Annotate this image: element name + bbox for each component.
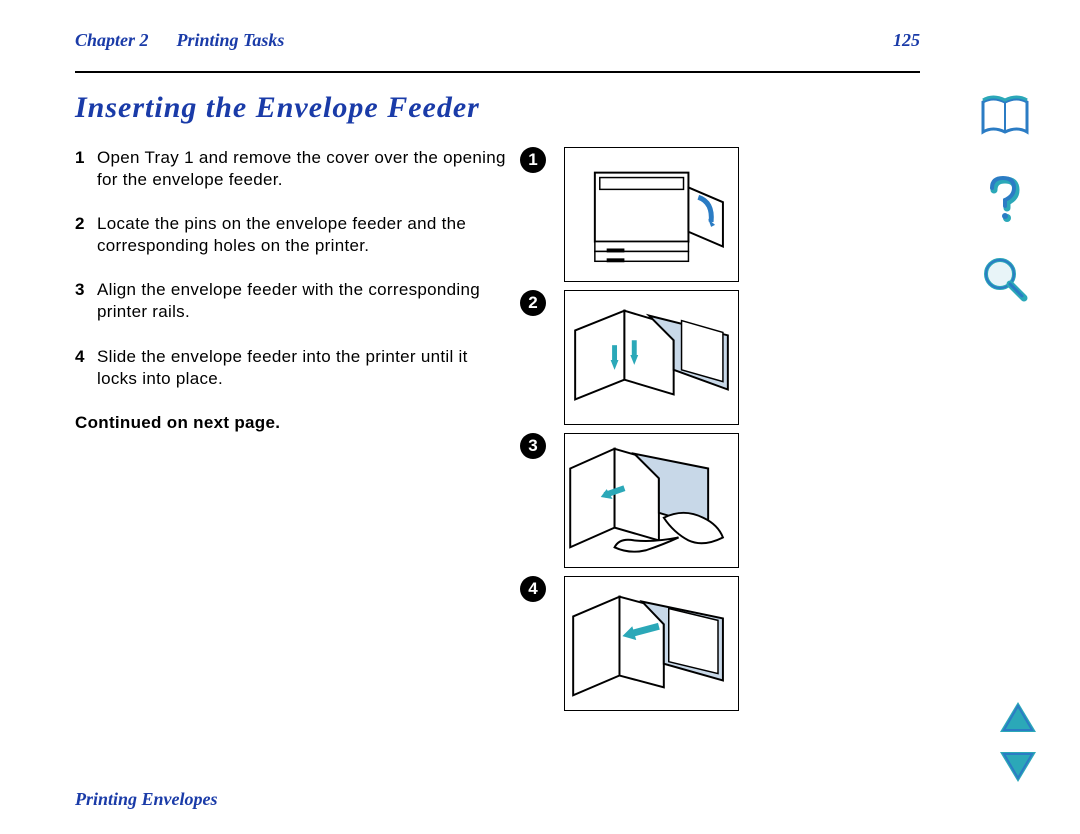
page-number: 125	[893, 30, 920, 51]
section-title: Inserting the Envelope Feeder	[75, 91, 1020, 125]
step-text: Locate the pins on the envelope feeder a…	[97, 213, 510, 257]
page-down-icon[interactable]	[996, 746, 1040, 786]
step-number: 4	[75, 346, 97, 390]
figure-illustration	[564, 576, 739, 711]
step-number: 3	[75, 279, 97, 323]
figure-number-badge: 2	[520, 290, 546, 316]
chapter-label: Chapter 2	[75, 30, 149, 51]
header-rule	[75, 71, 920, 73]
search-icon[interactable]	[978, 254, 1032, 308]
figure-illustration	[564, 147, 739, 282]
sidebar-nav	[970, 90, 1040, 308]
page-up-icon[interactable]	[996, 698, 1040, 738]
page-header: Chapter 2 Printing Tasks 125	[75, 30, 1020, 51]
book-icon[interactable]	[978, 90, 1032, 144]
figure-illustration	[564, 433, 739, 568]
continued-text: Continued on next page.	[75, 412, 510, 434]
page-nav	[996, 698, 1040, 786]
step-text: Slide the envelope feeder into the print…	[97, 346, 510, 390]
figure-number-badge: 1	[520, 147, 546, 173]
step-item: 4 Slide the envelope feeder into the pri…	[75, 346, 510, 390]
figure-number-badge: 3	[520, 433, 546, 459]
step-number: 1	[75, 147, 97, 191]
step-item: 2 Locate the pins on the envelope feeder…	[75, 213, 510, 257]
footer-section: Printing Envelopes	[75, 789, 218, 810]
help-icon[interactable]	[978, 172, 1032, 226]
step-number: 2	[75, 213, 97, 257]
step-text: Align the envelope feeder with the corre…	[97, 279, 510, 323]
step-text: Open Tray 1 and remove the cover over th…	[97, 147, 510, 191]
step-item: 3 Align the envelope feeder with the cor…	[75, 279, 510, 323]
steps-list: 1 Open Tray 1 and remove the cover over …	[75, 147, 510, 719]
figure-number-badge: 4	[520, 576, 546, 602]
chapter-title: Printing Tasks	[177, 30, 285, 51]
figure-illustration	[564, 290, 739, 425]
step-item: 1 Open Tray 1 and remove the cover over …	[75, 147, 510, 191]
figures-column: 1 2	[520, 147, 900, 719]
